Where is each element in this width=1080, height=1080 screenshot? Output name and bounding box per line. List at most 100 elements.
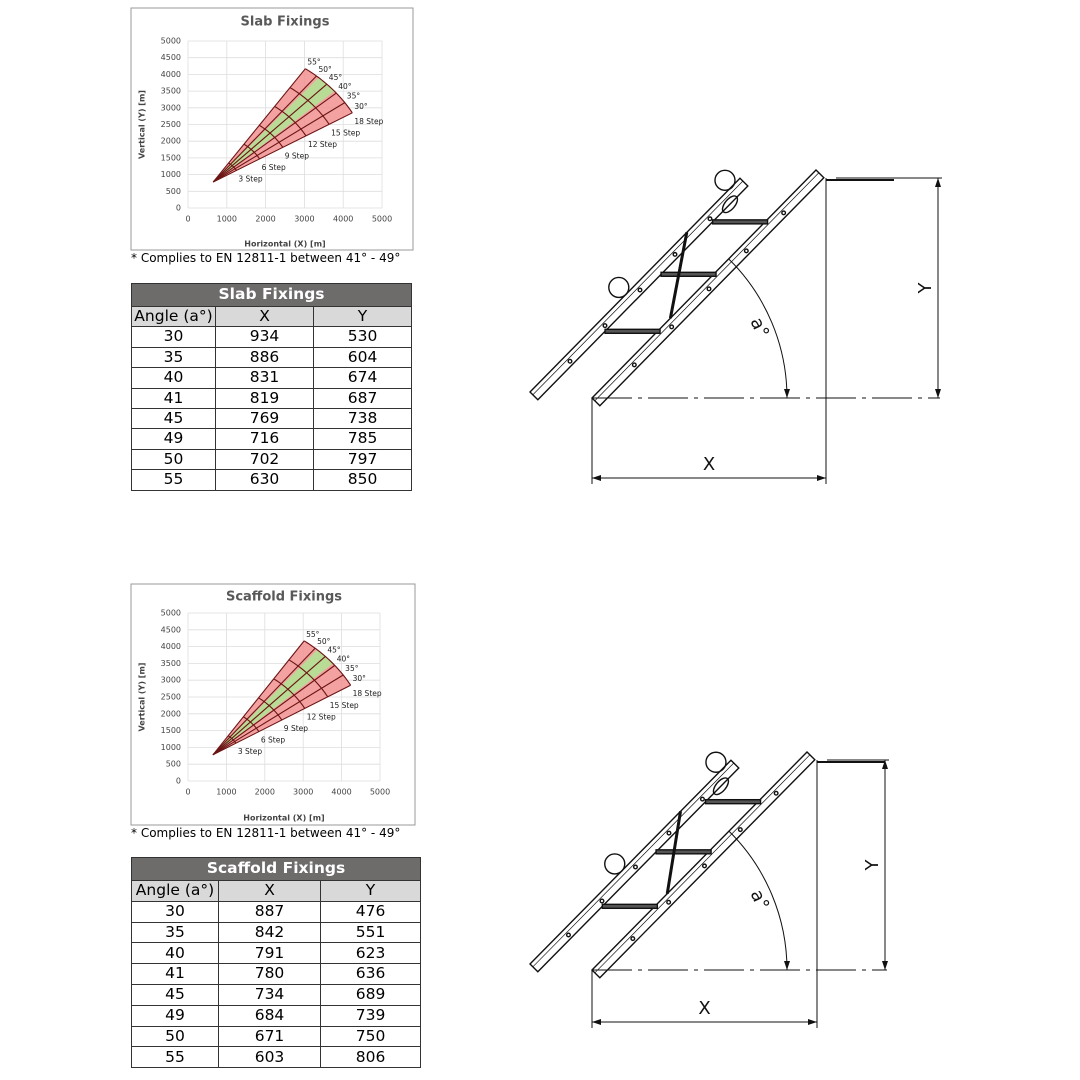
table-cell: 671 — [218, 1025, 321, 1048]
step-label: 3 Step — [238, 747, 262, 756]
step-arc — [243, 716, 260, 732]
y-tick-label: 2000 — [161, 709, 181, 718]
table-cell: 687 — [312, 387, 413, 409]
y-tick-label: 2000 — [161, 137, 181, 146]
rail-bolt — [631, 362, 637, 368]
arrowhead — [592, 475, 601, 481]
rail-bolt — [669, 324, 675, 330]
table-header: Angle (a°) — [131, 880, 219, 902]
x-tick-label: 1000 — [217, 215, 237, 224]
table-header: Y — [319, 880, 422, 902]
table-cell: 819 — [215, 387, 314, 409]
rail-bolt — [701, 863, 707, 869]
table-cell: 50 — [131, 448, 216, 471]
step-arc — [273, 678, 306, 709]
table-row: 40 831 674 — [131, 367, 413, 389]
x-tick-label: 0 — [185, 215, 190, 224]
step-arc — [303, 640, 352, 686]
y-tick-label: 1000 — [161, 743, 181, 752]
angle-label: 30° — [354, 102, 368, 111]
table-cell: 738 — [312, 407, 413, 430]
table-row: 30 887 476 — [131, 900, 422, 923]
table-header: X — [218, 880, 321, 902]
table-cell: 551 — [319, 921, 422, 944]
rail-bolt — [737, 827, 743, 833]
table-row: 35 842 551 — [131, 921, 422, 944]
table-row: 50 671 750 — [131, 1025, 422, 1048]
spec-table: Slab Fixings Angle (a°) X Y 30 934 530 35 886 604… — [130, 283, 413, 491]
x-tick-label: 5000 — [370, 788, 390, 797]
table-header-row: Angle (a°) X Y — [131, 305, 413, 328]
step-arc — [258, 697, 283, 721]
rail-bolt — [773, 790, 779, 796]
angle-label: 45° — [329, 73, 343, 82]
ladder-diagram — [529, 169, 894, 407]
rail-bolt — [672, 251, 678, 257]
rail-bolt — [666, 899, 672, 905]
angle-line — [212, 664, 336, 756]
step-label: 9 Step — [285, 151, 309, 160]
table-cell: 842 — [218, 921, 321, 944]
y-tick-label: 5000 — [161, 37, 181, 46]
table-cell: 55 — [131, 1046, 219, 1069]
table-row: 49 716 785 — [131, 428, 413, 450]
table-header: Y — [312, 305, 413, 328]
rail-slot — [721, 195, 739, 214]
arrowhead — [882, 760, 888, 769]
table-cell: 791 — [218, 942, 321, 965]
handrail-ring — [604, 853, 626, 875]
handrail-ring — [705, 751, 727, 773]
step-label: 6 Step — [261, 736, 285, 745]
angle-label: 35° — [347, 92, 361, 101]
table-title: Slab Fixings — [130, 283, 413, 307]
table-title-row: Scaffold Fixings — [130, 857, 422, 881]
rail-bolt — [632, 864, 638, 870]
y-tick-label: 0 — [176, 204, 181, 213]
table-row: 49 684 739 — [131, 1004, 422, 1027]
step-label: 18 Step — [353, 689, 382, 698]
step-label: 6 Step — [262, 163, 286, 172]
y-tick-label: 0 — [176, 777, 181, 786]
table-cell: 797 — [312, 448, 413, 471]
y-tick-label: 3500 — [161, 87, 181, 96]
table-cell: 785 — [312, 428, 413, 450]
ladder-tread — [660, 271, 717, 278]
table-cell: 734 — [218, 983, 321, 1006]
x-tick-label: 3000 — [293, 788, 313, 797]
angle-line — [212, 647, 316, 756]
arrowhead — [784, 961, 790, 970]
angle-label: 35° — [345, 664, 359, 673]
table-cell: 40 — [131, 367, 216, 389]
table-cell: 45 — [131, 407, 216, 430]
rail-bolt — [666, 830, 672, 836]
step-label: 15 Step — [330, 701, 359, 710]
table-title: Scaffold Fixings — [130, 857, 422, 881]
table-cell: 49 — [131, 1004, 219, 1027]
x-tick-label: 3000 — [294, 215, 314, 224]
compliance-note: * Complies to EN 12811-1 between 41° - 4… — [131, 826, 401, 840]
y-tick-label: 4500 — [161, 53, 181, 62]
table-row: 41 780 636 — [131, 963, 422, 985]
angle-line — [212, 83, 328, 183]
table-cell: 750 — [319, 1025, 422, 1048]
rail-bolt — [599, 898, 605, 904]
step-label: 3 Step — [238, 174, 262, 183]
table-header: X — [215, 305, 314, 328]
table-row: 55 603 806 — [131, 1046, 422, 1069]
table-row: 50 702 797 — [131, 448, 413, 471]
table-row: 45 769 738 — [131, 407, 413, 430]
table-cell: 886 — [215, 346, 314, 369]
rail-inner — [594, 172, 820, 402]
handrail-ring — [714, 169, 736, 191]
table-cell: 476 — [319, 900, 422, 923]
y-tick-label: 1500 — [161, 726, 181, 735]
step-arc — [274, 105, 307, 137]
ladder-strut — [665, 811, 682, 894]
rail-bolt — [602, 323, 608, 329]
angle-line — [212, 75, 317, 183]
dimension-label: X — [698, 998, 710, 1019]
angle-label: 40° — [337, 654, 351, 663]
ladder-tread — [704, 798, 762, 805]
angle-line — [212, 674, 344, 756]
